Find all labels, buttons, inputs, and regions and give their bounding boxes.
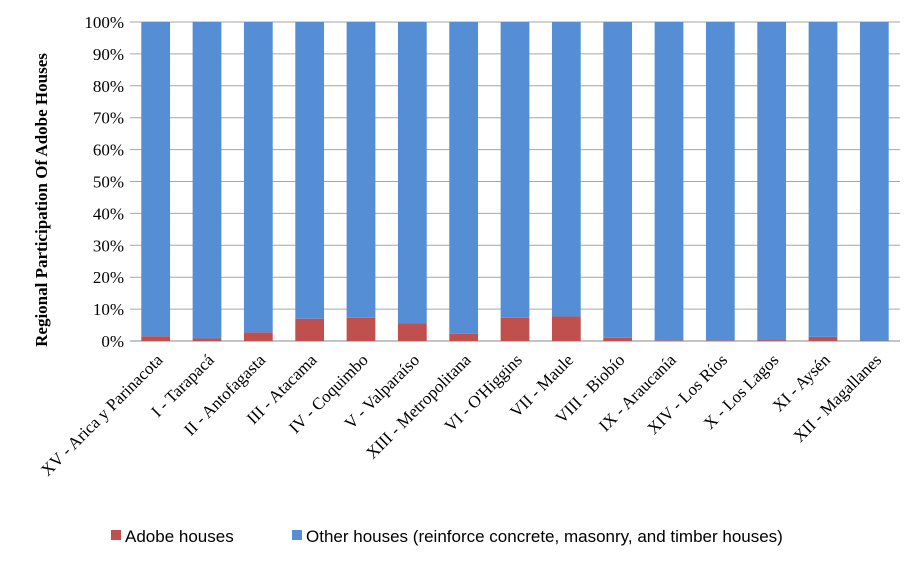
bar-segment [500,22,530,318]
legend-swatch [111,530,121,540]
bar-segment [243,332,273,341]
bar-segment [346,22,376,318]
y-axis-ticks: 0% 10% 20% 30% 40% 50% 60% 70% 80% 90% 100% [84,13,124,351]
bar-segment [192,338,222,341]
y-axis-title: Regional Participation Of Adobe Houses [32,53,51,347]
bar-segment [141,22,171,337]
bar-segment [808,336,838,341]
bar-segment [449,333,479,341]
bar-segment [295,22,325,319]
bar-segment [757,22,787,341]
legend: Adobe houses Other houses (reinforce conc… [111,527,783,546]
bar-segment [654,22,684,341]
bar-segment [397,22,427,324]
legend-swatch [292,530,302,540]
bar-segment [449,22,479,334]
bar-segment [346,317,376,341]
bar-segment [551,22,581,317]
y-tick-label: 40% [93,204,124,223]
y-tick-label: 100% [84,13,124,32]
bar-segment [705,22,735,341]
y-tick-label: 70% [93,109,124,128]
bar-segment [654,340,684,341]
bar-segment [705,340,735,341]
x-tick-label: XV - Arica y Parinacota [37,350,167,480]
y-tick-label: 60% [93,141,124,160]
legend-label: Other houses (reinforce concrete, masonr… [306,527,783,546]
bar-segment [141,336,171,341]
bar-segment [603,337,633,341]
y-tick-label: 50% [93,173,124,192]
y-tick-label: 10% [93,300,124,319]
bar-segment [808,22,838,337]
bar-segment [551,316,581,341]
bar-segment [243,22,273,333]
bar-segment [757,340,787,341]
y-tick-label: 30% [93,236,124,255]
bars [141,22,889,341]
y-tick-label: 0% [101,332,124,351]
bar-segment [603,22,633,338]
y-tick-label: 20% [93,268,124,287]
bar-segment [192,22,222,339]
bar-segment [397,323,427,341]
y-tick-label: 80% [93,77,124,96]
y-tick-label: 90% [93,45,124,64]
x-tick-label: XII - Magallanes [790,350,886,446]
bar-segment [295,318,325,341]
legend-label: Adobe houses [125,527,234,546]
bar-segment [500,317,530,341]
bar-segment [859,22,889,341]
